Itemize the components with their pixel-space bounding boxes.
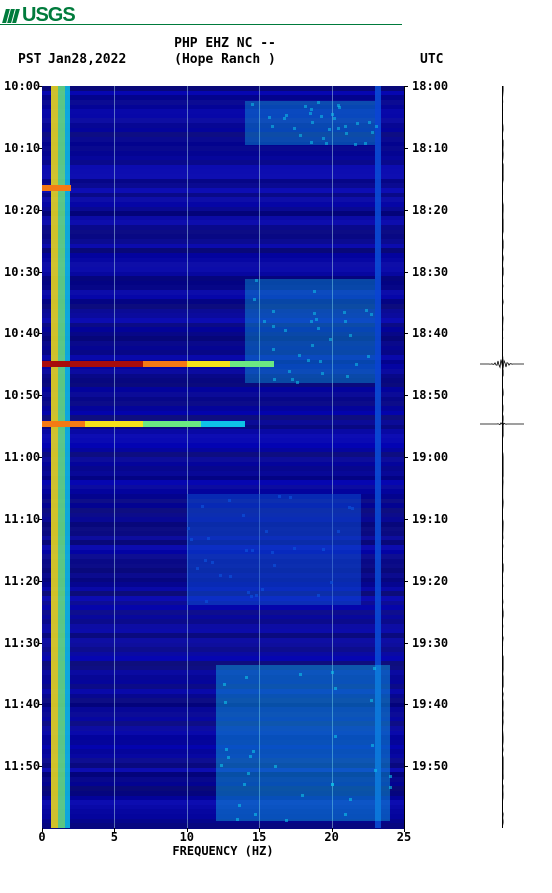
xtick-label: 15: [252, 830, 266, 844]
spectrogram-plot: [42, 86, 404, 828]
event-band: [230, 361, 273, 367]
ytick-mark: [38, 395, 42, 396]
xtick-mark: [114, 828, 115, 832]
ytick-mark: [404, 395, 408, 396]
ytick-right: 19:40: [412, 697, 448, 711]
ytick-mark: [38, 457, 42, 458]
event-band: [42, 185, 71, 191]
ytick-left: 10:50: [4, 388, 40, 402]
xaxis-title: FREQUENCY (HZ): [42, 844, 404, 858]
gridline: [187, 86, 188, 828]
ytick-right: 19:50: [412, 759, 448, 773]
ytick-mark: [38, 643, 42, 644]
logo-wave-icon: [4, 9, 18, 23]
ytick-right: 18:40: [412, 326, 448, 340]
gridline: [114, 86, 115, 828]
xtick-mark: [332, 828, 333, 832]
ytick-right: 18:30: [412, 265, 448, 279]
right-tz-label: UTC: [420, 52, 443, 67]
ytick-left: 11:40: [4, 697, 40, 711]
ytick-mark: [404, 704, 408, 705]
event-band: [201, 421, 244, 427]
ytick-mark: [38, 704, 42, 705]
ytick-left: 11:00: [4, 450, 40, 464]
xtick-label: 10: [180, 830, 194, 844]
plot-title: PHP EHZ NC --: [0, 36, 450, 51]
ytick-mark: [404, 766, 408, 767]
ytick-right: 18:10: [412, 141, 448, 155]
ytick-mark: [404, 148, 408, 149]
header-divider: [0, 24, 402, 25]
ytick-right: 19:10: [412, 512, 448, 526]
title-line1: PHP EHZ NC --: [0, 36, 450, 51]
persistent-band: [65, 86, 69, 828]
event-band: [85, 421, 143, 427]
ytick-left: 10:10: [4, 141, 40, 155]
xtick-mark: [42, 828, 43, 832]
ytick-left: 11:10: [4, 512, 40, 526]
ytick-right: 18:50: [412, 388, 448, 402]
ytick-mark: [404, 272, 408, 273]
station-label: (Hope Ranch ): [0, 52, 450, 67]
persistent-band: [51, 86, 58, 828]
xtick-label: 20: [324, 830, 338, 844]
ytick-mark: [38, 272, 42, 273]
xtick-label: 5: [111, 830, 118, 844]
ytick-mark: [38, 519, 42, 520]
xtick-label: 0: [38, 830, 45, 844]
xtick-mark: [404, 828, 405, 832]
ytick-mark: [38, 581, 42, 582]
event-band: [42, 361, 143, 367]
ytick-right: 19:30: [412, 636, 448, 650]
event-band: [143, 421, 201, 427]
event-band: [187, 361, 230, 367]
ytick-mark: [404, 210, 408, 211]
ytick-mark: [404, 519, 408, 520]
persistent-band: [58, 86, 65, 828]
ytick-mark: [38, 766, 42, 767]
ytick-right: 19:00: [412, 450, 448, 464]
ytick-mark: [404, 643, 408, 644]
ytick-right: 19:20: [412, 574, 448, 588]
ytick-left: 10:20: [4, 203, 40, 217]
xtick-label: 25: [397, 830, 411, 844]
xtick-mark: [259, 828, 260, 832]
ytick-mark: [404, 457, 408, 458]
event-band: [143, 361, 186, 367]
ytick-mark: [404, 86, 408, 87]
ytick-mark: [38, 210, 42, 211]
ytick-left: 11:30: [4, 636, 40, 650]
seismogram-trace: [498, 86, 508, 828]
ytick-mark: [38, 333, 42, 334]
ytick-left: 10:00: [4, 79, 40, 93]
ytick-mark: [38, 148, 42, 149]
xtick-mark: [187, 828, 188, 832]
ytick-left: 10:40: [4, 326, 40, 340]
ytick-right: 18:00: [412, 79, 448, 93]
ytick-left: 11:20: [4, 574, 40, 588]
ytick-mark: [404, 333, 408, 334]
ytick-mark: [404, 581, 408, 582]
diffuse-region: [187, 494, 361, 605]
ytick-left: 10:30: [4, 265, 40, 279]
ytick-right: 18:20: [412, 203, 448, 217]
ytick-left: 11:50: [4, 759, 40, 773]
ytick-mark: [38, 86, 42, 87]
event-band: [42, 421, 85, 427]
